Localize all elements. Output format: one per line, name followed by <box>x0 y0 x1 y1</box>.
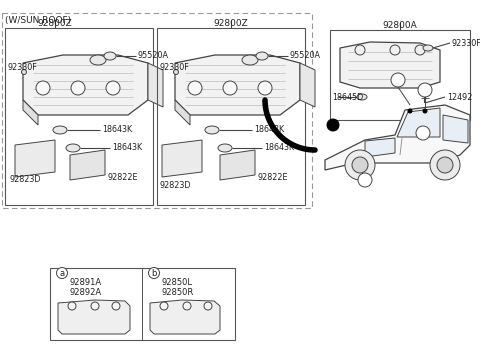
Text: a: a <box>60 268 65 277</box>
Text: 92330F: 92330F <box>8 64 38 73</box>
Circle shape <box>71 81 85 95</box>
Circle shape <box>423 109 427 113</box>
Circle shape <box>160 302 168 310</box>
Circle shape <box>183 302 191 310</box>
Circle shape <box>418 83 432 97</box>
Circle shape <box>112 302 120 310</box>
Text: 18643K: 18643K <box>264 144 294 153</box>
Polygon shape <box>23 100 38 125</box>
Text: 95520A: 95520A <box>290 52 321 61</box>
Polygon shape <box>58 300 130 334</box>
Circle shape <box>358 173 372 187</box>
Circle shape <box>68 302 76 310</box>
Text: 92330F: 92330F <box>159 64 189 73</box>
Ellipse shape <box>53 126 67 134</box>
Text: 92850R: 92850R <box>162 288 194 297</box>
Text: 92850L: 92850L <box>162 278 193 287</box>
Polygon shape <box>325 105 470 170</box>
Polygon shape <box>220 150 255 180</box>
Text: 92800A: 92800A <box>383 21 418 30</box>
Circle shape <box>430 150 460 180</box>
Ellipse shape <box>205 126 219 134</box>
Text: 18645D: 18645D <box>332 92 363 101</box>
Text: a: a <box>420 128 426 137</box>
Polygon shape <box>175 100 190 125</box>
Text: a: a <box>362 175 368 184</box>
Circle shape <box>391 73 405 87</box>
Ellipse shape <box>218 144 232 152</box>
Text: b: b <box>422 85 428 94</box>
Circle shape <box>188 81 202 95</box>
Bar <box>157 28 305 205</box>
Ellipse shape <box>256 52 268 60</box>
Polygon shape <box>70 150 105 180</box>
Polygon shape <box>23 55 148 115</box>
Circle shape <box>437 157 453 173</box>
Circle shape <box>57 267 68 279</box>
Ellipse shape <box>423 45 433 51</box>
Circle shape <box>258 81 272 95</box>
Ellipse shape <box>104 52 116 60</box>
Text: 18643K: 18643K <box>254 126 284 135</box>
Text: 92822E: 92822E <box>107 173 137 182</box>
Polygon shape <box>175 55 300 115</box>
Text: 92823D: 92823D <box>159 181 191 190</box>
Circle shape <box>416 126 430 140</box>
Bar <box>50 268 235 340</box>
Circle shape <box>355 45 365 55</box>
Text: b: b <box>396 75 401 84</box>
Text: 18643K: 18643K <box>102 126 132 135</box>
Circle shape <box>345 150 375 180</box>
Circle shape <box>148 267 159 279</box>
Ellipse shape <box>66 144 80 152</box>
Polygon shape <box>148 63 163 107</box>
Polygon shape <box>162 140 202 177</box>
Text: 92822E: 92822E <box>257 173 288 182</box>
Polygon shape <box>15 140 55 177</box>
Text: 18643K: 18643K <box>112 144 142 153</box>
Text: (W/SUN ROOF): (W/SUN ROOF) <box>5 16 71 25</box>
Text: 92330F: 92330F <box>452 38 480 47</box>
Circle shape <box>36 81 50 95</box>
Ellipse shape <box>242 55 258 65</box>
Circle shape <box>415 45 425 55</box>
Bar <box>2 13 312 208</box>
Circle shape <box>173 70 179 74</box>
Polygon shape <box>340 42 440 88</box>
Text: 92823D: 92823D <box>10 175 41 184</box>
Bar <box>5 28 153 205</box>
Text: 12492: 12492 <box>447 92 472 101</box>
Circle shape <box>408 109 412 113</box>
Circle shape <box>22 70 26 74</box>
Polygon shape <box>443 115 468 143</box>
Circle shape <box>352 157 368 173</box>
Polygon shape <box>365 138 395 157</box>
Circle shape <box>390 45 400 55</box>
Polygon shape <box>150 300 220 334</box>
Polygon shape <box>300 63 315 107</box>
Polygon shape <box>397 108 440 137</box>
Text: 92800Z: 92800Z <box>37 19 72 28</box>
Circle shape <box>106 81 120 95</box>
Text: 95520A: 95520A <box>138 52 169 61</box>
Text: 92800Z: 92800Z <box>214 19 248 28</box>
Text: 92891A: 92891A <box>70 278 102 287</box>
Circle shape <box>91 302 99 310</box>
Ellipse shape <box>90 55 106 65</box>
Circle shape <box>204 302 212 310</box>
Circle shape <box>327 119 339 131</box>
Ellipse shape <box>357 94 367 100</box>
Text: b: b <box>151 268 156 277</box>
Circle shape <box>223 81 237 95</box>
Text: 92892A: 92892A <box>70 288 102 297</box>
Bar <box>330 30 470 120</box>
